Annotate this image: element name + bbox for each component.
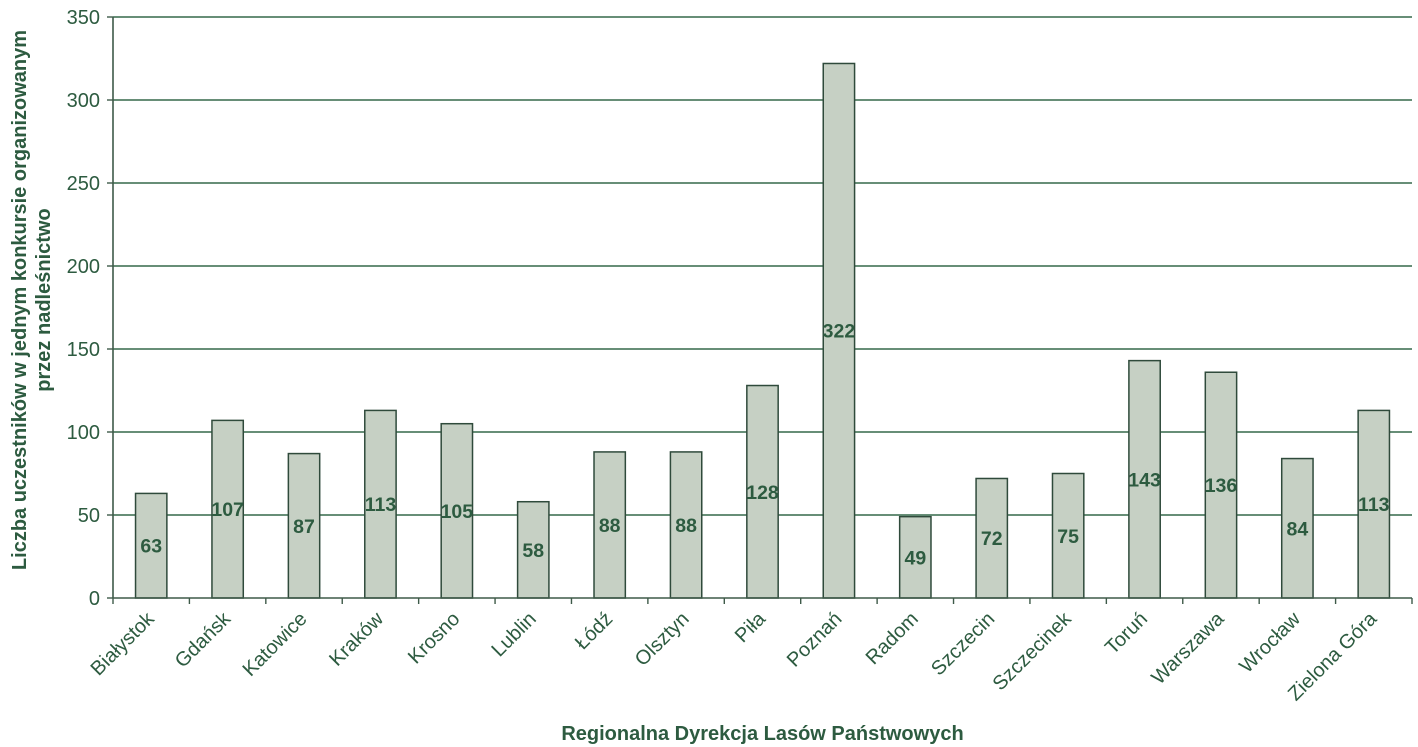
x-category-label: Toruń: [1101, 608, 1152, 659]
x-category-label: Krosno: [404, 608, 464, 668]
data-label: 143: [1128, 469, 1161, 491]
y-tick-labels: 0 50 100 150 200 250 300 350: [67, 7, 100, 610]
y-tick-label: 0: [89, 588, 100, 610]
y-tick-label: 150: [67, 339, 100, 361]
y-tick-label: 50: [78, 505, 100, 527]
bars: [136, 63, 1390, 598]
x-axis-title: Regionalna Dyrekcja Lasów Państwowych: [561, 723, 963, 745]
x-category-label: Radom: [862, 608, 923, 669]
y-tick-label: 100: [67, 422, 100, 444]
x-category-label: Olsztyn: [631, 608, 694, 671]
data-label: 88: [599, 515, 621, 537]
x-category-label: Szczecin: [927, 608, 999, 680]
x-category-label: Katowice: [239, 608, 312, 681]
y-tick-label: 350: [67, 7, 100, 29]
y-tick-label: 300: [67, 90, 100, 112]
x-category-label: Białystok: [87, 607, 160, 680]
data-label: 105: [441, 501, 474, 523]
data-label: 136: [1205, 475, 1238, 497]
data-label: 49: [904, 547, 926, 569]
y-tick-label: 250: [67, 173, 100, 195]
x-category-label: Łódź: [571, 608, 617, 654]
data-label: 88: [675, 515, 697, 537]
data-label: 113: [1358, 494, 1390, 516]
x-category-label: Warszawa: [1147, 607, 1229, 689]
data-label: 87: [293, 516, 315, 538]
x-category-label: Kraków: [325, 608, 388, 671]
x-category-label: Poznań: [783, 608, 847, 672]
data-label: 63: [140, 536, 162, 558]
data-label: 107: [211, 499, 244, 521]
x-category-label: Piła: [731, 607, 771, 647]
data-label: 75: [1057, 526, 1079, 548]
x-category-label: Szczecinek: [989, 607, 1077, 695]
data-label: 113: [365, 494, 397, 516]
x-category-label: Lublin: [487, 608, 540, 661]
x-category-label: Gdańsk: [171, 607, 236, 672]
data-label: 72: [981, 528, 1003, 550]
data-label: 128: [746, 482, 779, 504]
data-label: 84: [1287, 518, 1309, 540]
data-label: 322: [823, 321, 856, 343]
data-label: 58: [522, 540, 544, 562]
x-category-label: Wrocław: [1235, 608, 1305, 678]
x-category-labels: Białystok Gdańsk Katowice Kraków Krosno Lubli…: [87, 607, 1382, 705]
y-tick-label: 200: [67, 256, 100, 278]
y-axis-title: Liczba uczestników w jednym konkursie or…: [8, 17, 56, 583]
